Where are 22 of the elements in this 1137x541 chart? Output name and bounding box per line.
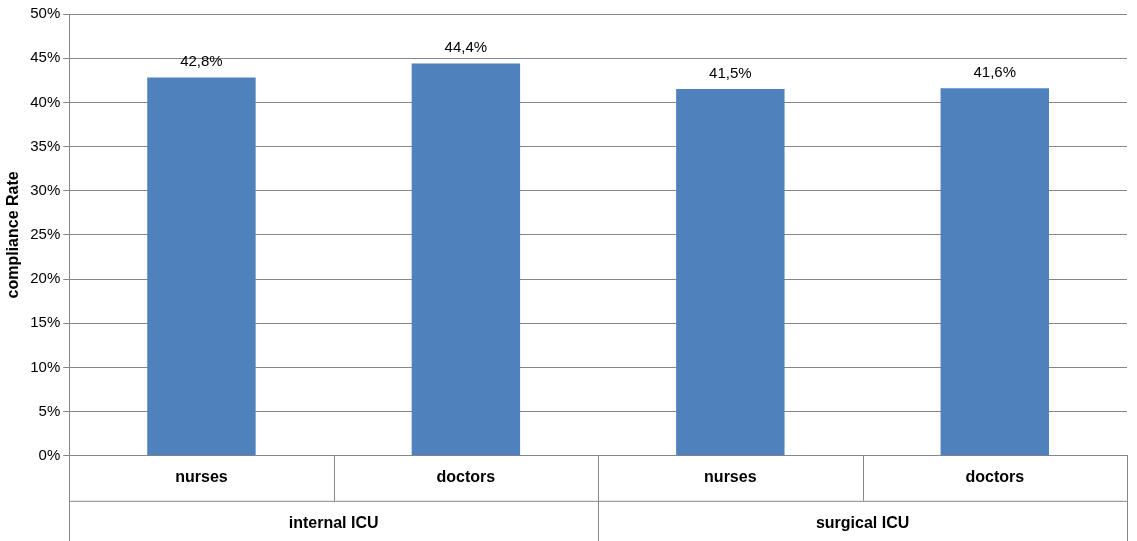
y-tick-label: 25% <box>30 225 61 243</box>
data-label: 42,8% <box>180 52 223 70</box>
data-label: 41,5% <box>709 63 752 81</box>
text: internal ICU <box>288 514 379 532</box>
y-tick-label: 20% <box>30 269 61 287</box>
y-tick-label: 35% <box>30 136 61 154</box>
x-tick-label: doctors <box>965 467 1025 485</box>
y-axis-title: compliance Rate <box>4 171 22 299</box>
y-tick-label: 40% <box>30 92 61 110</box>
x-tick-label: doctors <box>436 467 496 485</box>
x-tick-label: nurses <box>704 467 757 485</box>
data-label: 41,6% <box>973 62 1017 80</box>
y-tick-label: 5% <box>38 401 61 419</box>
y-tick-label: 50% <box>30 4 61 22</box>
y-tick-label: 10% <box>30 357 61 375</box>
y-tick-label: 45% <box>30 48 61 66</box>
y-tick-label: 0% <box>38 445 61 463</box>
data-label: 44,4% <box>444 38 488 56</box>
y-tick-label: 15% <box>30 313 61 331</box>
text: surgical ICU <box>815 514 910 532</box>
x-tick-label: nurses <box>175 467 228 485</box>
y-tick-label: 30% <box>30 180 61 198</box>
